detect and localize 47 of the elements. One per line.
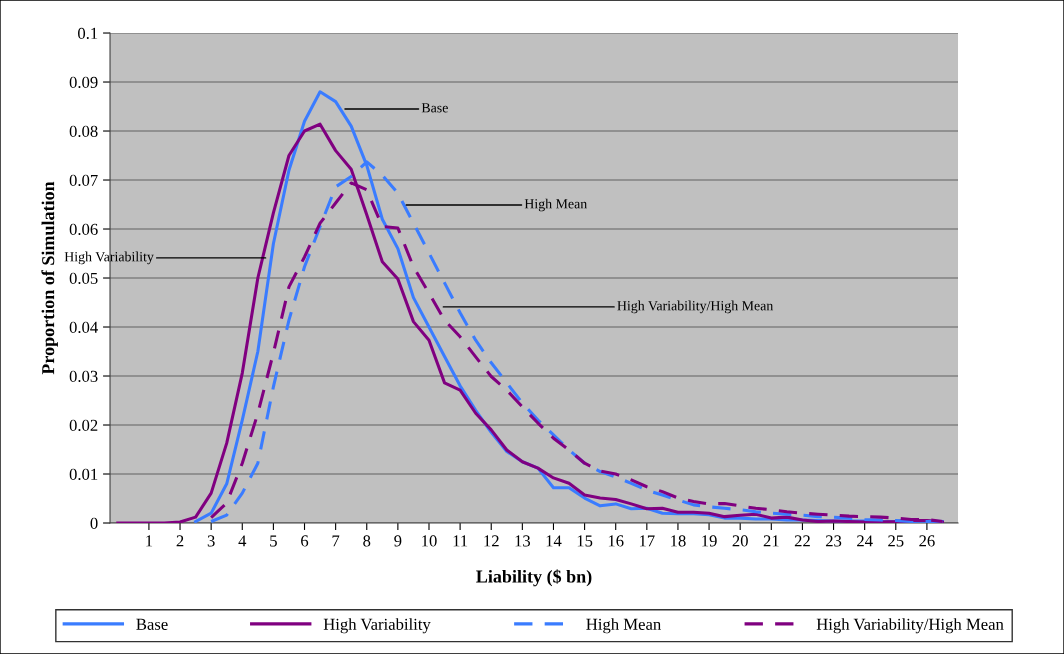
x-tick-label: 6 [301, 535, 309, 547]
y-axis-title: Proportion of Simulation [41, 181, 58, 375]
x-tick-label: 22 [794, 535, 810, 547]
x-tick-label: 24 [857, 535, 873, 547]
x-tick-label: 5 [270, 535, 277, 547]
legend-label: High Mean [586, 618, 661, 634]
y-tick-label: 0.02 [69, 419, 98, 432]
x-tick-label: 20 [732, 535, 748, 547]
y-tick-label: 0.07 [69, 174, 98, 187]
x-tick-label: 3 [207, 535, 215, 547]
x-tick-label: 26 [919, 535, 935, 547]
x-tick-label: 14 [546, 535, 562, 547]
y-tick-label: 0.1 [78, 27, 98, 40]
y-tick-label: 0 [90, 517, 98, 529]
x-tick-label: 1 [146, 535, 153, 547]
x-tick-label: 12 [484, 535, 499, 547]
y-tick-label: 0.05 [69, 272, 98, 285]
x-axis-title: Liability ($ bn) [476, 569, 592, 587]
x-tick-label: 21 [763, 535, 779, 547]
annotation: Base [421, 103, 448, 113]
annotation: High Variability [64, 251, 154, 265]
x-tick-label: 11 [453, 535, 468, 547]
y-tick-label: 0.04 [69, 321, 98, 334]
x-tick-label: 18 [671, 535, 686, 547]
x-tick-label: 8 [363, 535, 371, 547]
legend-label: Base [136, 618, 168, 630]
annotation: High Mean [524, 198, 587, 212]
x-tick-label: 2 [176, 535, 184, 547]
y-tick-label: 0.06 [69, 223, 98, 236]
legend-label: High Variability/High Mean [816, 618, 1004, 634]
x-tick-label: 25 [888, 535, 904, 547]
x-tick-label: 4 [238, 535, 247, 547]
annotation: High Variability/High Mean [617, 300, 774, 314]
y-tick-label: 0.09 [69, 76, 98, 89]
x-tick-label: 13 [515, 535, 531, 547]
y-tick-label: 0.03 [69, 370, 98, 383]
x-tick-label: 15 [577, 535, 593, 547]
x-tick-label: 9 [394, 535, 402, 547]
legend-label: High Variability [323, 618, 431, 634]
x-tick-label: 19 [702, 535, 717, 547]
y-tick-label: 0.08 [69, 125, 98, 138]
x-tick-label: 23 [825, 535, 842, 547]
x-tick-label: 16 [608, 535, 624, 547]
x-tick-label: 10 [422, 535, 437, 547]
y-tick-label: 0.01 [69, 468, 98, 481]
x-tick-label: 17 [639, 535, 655, 547]
x-tick-label: 7 [332, 535, 340, 547]
